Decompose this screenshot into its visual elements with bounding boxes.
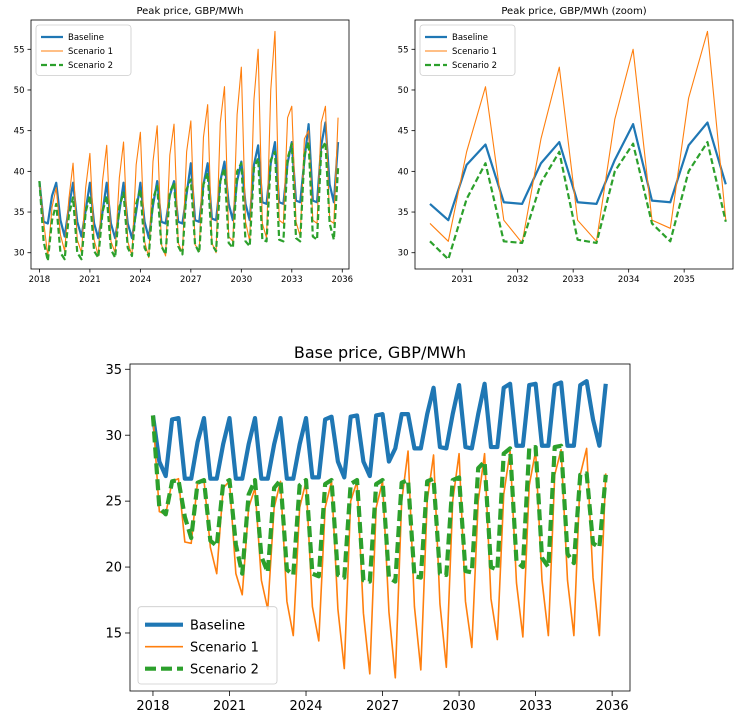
y-tick-label: 35	[105, 363, 122, 378]
x-tick-label: 2018	[29, 275, 51, 285]
x-tick-label: 2030	[443, 699, 476, 714]
y-tick-label: 30	[105, 429, 122, 444]
series-line-baseline	[150, 379, 608, 481]
x-tick-label: 2027	[180, 275, 202, 285]
y-tick-label: 55	[398, 45, 409, 55]
axes-frame	[30, 19, 350, 270]
x-tick-label: 2034	[618, 275, 640, 285]
series-line-baseline	[38, 121, 340, 240]
legend-label: Baseline	[190, 618, 245, 633]
x-tick-label: 2030	[230, 275, 252, 285]
series-line-scenario-2	[150, 415, 608, 584]
x-tick-label: 2024	[289, 699, 322, 714]
x-tick-label: 2032	[507, 275, 529, 285]
legend-label: Scenario 2	[190, 662, 259, 677]
plot-area	[38, 30, 340, 262]
y-tick-label: 30	[398, 249, 409, 259]
x-tick-label: 2018	[136, 699, 169, 714]
legend: Baseline Scenario 1 Scenario 2	[419, 24, 516, 76]
chart-0: Peak price, GBP/MWh 2018 2021 2024 2027 2030 2…	[14, 6, 353, 285]
x-tick-label: 2033	[519, 699, 552, 714]
y-tick-label: 50	[14, 86, 25, 96]
series-line-scenario-1	[38, 30, 339, 259]
x-tick-label: 2033	[562, 275, 584, 285]
y-tick-label: 25	[105, 495, 122, 510]
chart-1: Peak price, GBP/MWh (zoom) 2031 2032 2033 20…	[398, 6, 734, 285]
series-line-baseline	[429, 121, 727, 222]
legend-label: Scenario 1	[452, 47, 497, 57]
legend: Baseline Scenario 1 Scenario 2	[35, 24, 132, 76]
y-tick-label: 20	[105, 561, 122, 576]
x-tick-label: 2036	[596, 699, 629, 714]
x-tick-label: 2021	[213, 699, 246, 714]
legend-label: Scenario 1	[190, 640, 259, 655]
x-tick-label: 2036	[331, 275, 353, 285]
x-tick-label: 2027	[366, 699, 399, 714]
chart-title: Peak price, GBP/MWh (zoom)	[501, 6, 646, 17]
y-tick-label: 40	[398, 167, 409, 177]
legend: Baseline Scenario 1 Scenario 2	[137, 606, 278, 685]
axes-frame	[129, 363, 631, 692]
x-tick-label: 2031	[451, 275, 473, 285]
y-tick-label: 35	[14, 208, 25, 218]
x-tick-label: 2024	[130, 275, 152, 285]
axes-frame	[414, 19, 734, 270]
y-tick-label: 30	[14, 249, 25, 259]
series-line-scenario-2	[38, 140, 340, 262]
x-tick-label: 2021	[79, 275, 101, 285]
y-tick-label: 45	[398, 127, 409, 137]
legend-label: Baseline	[452, 33, 488, 43]
y-tick-label: 35	[398, 208, 409, 218]
plot-area	[429, 30, 727, 261]
legend-label: Scenario 2	[452, 61, 497, 71]
y-tick-label: 50	[398, 86, 409, 96]
series-line-scenario-2	[429, 140, 727, 261]
plot-area	[150, 379, 608, 679]
x-tick-label: 2035	[673, 275, 695, 285]
chart-title: Base price, GBP/MWh	[294, 343, 466, 362]
x-tick-label: 2033	[281, 275, 303, 285]
y-tick-label: 55	[14, 45, 25, 55]
chart-title: Peak price, GBP/MWh	[136, 6, 243, 17]
y-tick-label: 40	[14, 167, 25, 177]
y-tick-label: 15	[105, 627, 122, 642]
series-line-scenario-1	[429, 30, 727, 244]
legend-label: Scenario 2	[68, 61, 113, 71]
legend-label: Scenario 1	[68, 47, 113, 57]
y-tick-label: 45	[14, 127, 25, 137]
legend-label: Baseline	[68, 33, 104, 43]
